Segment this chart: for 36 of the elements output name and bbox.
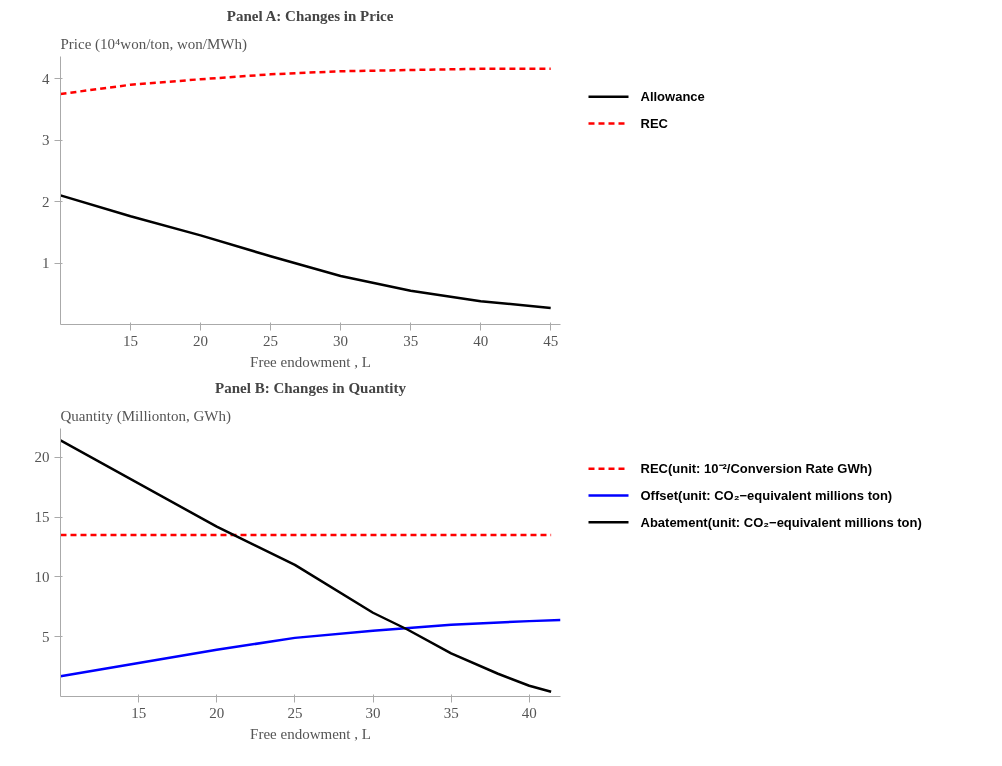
- chart-title: Panel A: Changes in Price: [226, 7, 394, 24]
- y-tick-label: 20: [34, 449, 50, 466]
- x-tick-label: 25: [263, 332, 279, 349]
- x-tick-label: 40: [473, 332, 489, 349]
- x-tick-label: 40: [521, 704, 537, 721]
- x-tick-label: 30: [365, 704, 381, 721]
- legend-label: Allowance: [640, 89, 705, 105]
- x-tick-label: 25: [287, 704, 303, 721]
- x-tick-label: 30: [333, 332, 349, 349]
- legend-label: REC: [640, 116, 669, 131]
- line-series: [60, 618, 561, 678]
- x-axis-title: Free endowment , L: [250, 725, 371, 742]
- y-axis-title: Price (10⁴won/ton, won/MWh): [60, 35, 247, 53]
- y-tick-label: 1: [42, 255, 50, 272]
- x-tick-label: 15: [123, 332, 139, 349]
- legend-label: REC(unit: 10⁻²/Conversion Rate GWh): [640, 461, 873, 477]
- line-series: [60, 194, 552, 310]
- y-tick-label: 10: [34, 568, 50, 585]
- line-series: [60, 67, 552, 96]
- x-tick-label: 35: [443, 704, 459, 721]
- y-tick-label: 4: [42, 70, 50, 87]
- y-tick-label: 3: [42, 132, 50, 149]
- x-tick-label: 35: [403, 332, 419, 349]
- y-tick-label: 15: [34, 509, 50, 526]
- x-tick-label: 45: [543, 332, 559, 349]
- y-axis-title: Quantity (Millionton, GWh): [60, 407, 231, 425]
- y-tick-label: 5: [42, 628, 50, 645]
- line-series: [60, 439, 553, 693]
- x-axis-title: Free endowment , L: [250, 353, 371, 370]
- x-tick-label: 20: [209, 704, 225, 721]
- y-tick-label: 2: [42, 193, 50, 210]
- x-tick-label: 20: [193, 332, 209, 349]
- x-tick-label: 15: [131, 704, 147, 721]
- legend-label: Abatement(unit: CO₂−equivalent millions ton): [640, 514, 922, 530]
- chart-title: Panel B: Changes in Quantity: [215, 379, 407, 396]
- legend-label: Offset(unit: CO₂−equivalent millions ton): [640, 488, 893, 503]
